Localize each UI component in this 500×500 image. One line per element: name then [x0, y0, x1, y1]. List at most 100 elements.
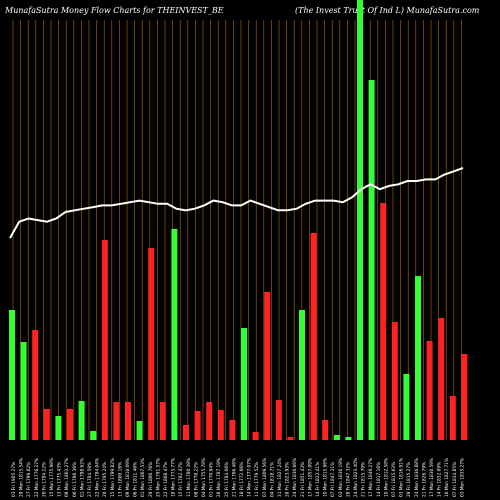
x-tick-label: 14 Fri 1817.16% — [376, 462, 382, 497]
money-flow-bar — [113, 402, 120, 440]
x-tick-label: 17 Mon 1849.27% — [368, 458, 374, 497]
x-tick-label: 17 Mon 1830.59% — [429, 458, 435, 497]
money-flow-bar — [101, 240, 108, 440]
x-tick-label: 15 Mon 1799.82% — [110, 458, 116, 497]
money-flow-bar — [357, 0, 363, 440]
money-flow-bar — [426, 341, 433, 440]
x-tick-label: 03 Mon 1816.91% — [399, 458, 405, 497]
money-flow-bar — [299, 310, 305, 440]
x-tick-label: 09 Mon 1803.27% — [64, 458, 70, 497]
x-tick-label: 14 Mon 1777.07% — [247, 458, 253, 497]
x-tick-label: 01 Mon 1798.62% — [79, 458, 85, 497]
money-flow-bar — [125, 402, 131, 440]
money-flow-bar — [67, 409, 73, 440]
money-flow-bar — [217, 410, 224, 440]
money-flow-bar — [310, 233, 317, 440]
x-tick-label: 29 Fri 1800.76% — [148, 462, 154, 497]
x-tick-label: 04 Mon 1755.78% — [201, 458, 207, 497]
x-tick-label: 31 Mon 1827.24% — [277, 458, 283, 497]
x-tick-label: 10 Mon 1815.96% — [323, 458, 329, 497]
x-tick-label: 25 Mon 1791.57% — [155, 458, 161, 497]
money-flow-bar — [252, 432, 259, 440]
x-tick-label: 07 Fri 1847.31% — [330, 462, 336, 497]
money-flow-bar — [183, 425, 189, 440]
money-flow-bar — [90, 431, 97, 440]
money-flow-bar — [461, 354, 468, 440]
money-flow-bar — [275, 400, 282, 440]
x-tick-label: 03 Fri 1905.27% — [11, 462, 17, 497]
money-flow-bar — [287, 437, 294, 440]
money-flow-bar — [403, 374, 410, 440]
money-flow-bar — [32, 330, 39, 440]
x-tick-label: 01 Mon 1807.53% — [140, 458, 146, 497]
x-tick-label: 14 Fri 1822.41% — [315, 462, 321, 497]
money-flow-bar — [415, 276, 421, 440]
money-flow-bar — [345, 437, 352, 440]
money-flow-bar — [136, 421, 143, 440]
x-axis-labels: 03 Fri 1905.27% 29 Mon 1815.54% 27 Fri 179… — [11, 458, 465, 497]
x-tick-label: 07 Fri 1834.85% — [452, 462, 458, 497]
x-tick-label: 07 Mon 1809.56% — [262, 458, 268, 497]
x-tick-label: 22 Mon 1784.04% — [95, 458, 101, 497]
x-tick-label: 28 Fri 1823.93% — [285, 462, 291, 497]
money-flow-bar — [241, 328, 247, 440]
x-tick-label: 14 Fri 1832.09% — [437, 462, 443, 497]
x-tick-label: 21 Fri 1851.43% — [300, 462, 306, 497]
money-flow-bar — [43, 409, 50, 440]
x-tick-label: 13 Fri 1800.16% — [117, 462, 123, 497]
x-tick-label: 24 Mon 1836.88% — [414, 458, 420, 497]
money-flow-bar — [380, 203, 387, 440]
money-flow-bar — [55, 416, 62, 440]
money-flow-bar — [171, 229, 178, 440]
x-tick-label: 21 Fri 1826.79% — [421, 462, 427, 497]
money-flow-bar — [333, 435, 340, 440]
x-tick-label: 22 Fri 1808.47% — [163, 462, 169, 497]
x-tick-label: 27 Fri 1799.82% — [26, 462, 32, 497]
chart-title-left: MunafaSutra Money Flow Charts for THEINV… — [4, 6, 224, 15]
money-flow-bars — [9, 0, 468, 440]
money-flow-bar — [206, 402, 213, 440]
x-tick-label: 20 Fri 1784.12% — [41, 462, 47, 497]
x-tick-label: 28 Fri 1847.32% — [345, 462, 351, 497]
price-line — [9, 167, 464, 239]
x-tick-label: 18 Mon 1775.77% — [171, 458, 177, 497]
money-flow-bar — [148, 248, 155, 440]
money-flow-bar — [391, 322, 398, 440]
money-flow-bar — [264, 292, 271, 440]
x-tick-label: 21 Mon 1766.46% — [231, 458, 237, 497]
money-flow-bar — [78, 401, 85, 440]
x-tick-label: 10 Mon 1812.58% — [383, 458, 389, 497]
x-tick-label: 21 Fri 1815.70% — [361, 462, 367, 497]
x-tick-label: 03 Mon 1835.27% — [459, 458, 465, 497]
x-tick-label: 11 Fri 1779.52% — [254, 462, 260, 497]
money-flow-bar — [322, 420, 329, 440]
x-tick-label: 22 Mon 1776.27% — [34, 458, 40, 497]
money-flow-bar — [229, 420, 236, 440]
chart-title-right: (The Invest Trust Of Ind L) MunafaSutra.… — [295, 6, 480, 15]
x-tick-label: 11 Mon 1780.39% — [186, 458, 192, 497]
x-tick-label: 29 Mon 1815.54% — [19, 458, 25, 497]
x-tick-label: 01 Fri 1770.94% — [209, 462, 215, 497]
money-flow-bar — [194, 411, 201, 440]
x-tick-label: 25 Fri 1784.06% — [224, 462, 230, 497]
x-tick-label: 03 Mon 1836.19% — [338, 458, 344, 497]
x-tick-label: 28 Mon 1787.19% — [216, 458, 222, 497]
x-tick-label: 17 Mon 1857.09% — [307, 458, 313, 497]
x-tick-label: 06 Fri 1798.36% — [72, 462, 78, 497]
x-tick-label: 15 Mon 1775.98% — [49, 458, 55, 497]
x-tick-label: 06 Fri 1811.46% — [133, 462, 139, 497]
x-tick-label: 24 Mon 1830.66% — [292, 458, 298, 497]
x-tick-label: 13 Fri 1775.43% — [57, 462, 63, 497]
money-flow-bar — [438, 318, 445, 440]
x-tick-label: 09 Mon 1810.09% — [125, 458, 131, 497]
money-flow-bar — [449, 396, 456, 440]
x-tick-label: 24 Mon 1823.40% — [353, 458, 359, 497]
money-flow-bar — [9, 310, 15, 440]
x-tick-label: 27 Fri 1784.59% — [87, 462, 93, 497]
x-tick-label: 07 Fri 1815.63% — [391, 462, 397, 497]
x-tick-label: 18 Fri 1772.66% — [239, 462, 245, 497]
money-flow-bar — [159, 402, 166, 440]
money-flow-bar — [20, 342, 27, 440]
money-flow-bar — [368, 80, 375, 440]
